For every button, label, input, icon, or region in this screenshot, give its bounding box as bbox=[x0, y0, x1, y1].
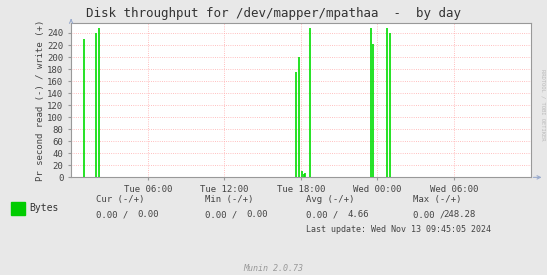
Text: 0.00 /: 0.00 / bbox=[96, 210, 128, 219]
Text: Cur (-/+): Cur (-/+) bbox=[96, 195, 144, 204]
Text: 0.00 /: 0.00 / bbox=[413, 210, 445, 219]
Text: Munin 2.0.73: Munin 2.0.73 bbox=[243, 264, 304, 273]
Text: RRDTOOL / TOBI OETIKER: RRDTOOL / TOBI OETIKER bbox=[540, 69, 546, 140]
Text: 0.00: 0.00 bbox=[137, 210, 159, 219]
Text: Min (-/+): Min (-/+) bbox=[205, 195, 253, 204]
Text: 0.00: 0.00 bbox=[247, 210, 268, 219]
Text: Disk throughput for /dev/mapper/mpathaa  -  by day: Disk throughput for /dev/mapper/mpathaa … bbox=[86, 7, 461, 20]
Y-axis label: Pr second read (-) / write (+): Pr second read (-) / write (+) bbox=[36, 20, 44, 181]
Text: Last update: Wed Nov 13 09:45:05 2024: Last update: Wed Nov 13 09:45:05 2024 bbox=[306, 225, 491, 234]
Text: 248.28: 248.28 bbox=[444, 210, 476, 219]
Text: Bytes: Bytes bbox=[29, 203, 59, 213]
Text: 0.00 /: 0.00 / bbox=[306, 210, 339, 219]
Text: Avg (-/+): Avg (-/+) bbox=[306, 195, 354, 204]
Text: 0.00 /: 0.00 / bbox=[205, 210, 237, 219]
Text: 4.66: 4.66 bbox=[348, 210, 369, 219]
Text: Max (-/+): Max (-/+) bbox=[413, 195, 461, 204]
